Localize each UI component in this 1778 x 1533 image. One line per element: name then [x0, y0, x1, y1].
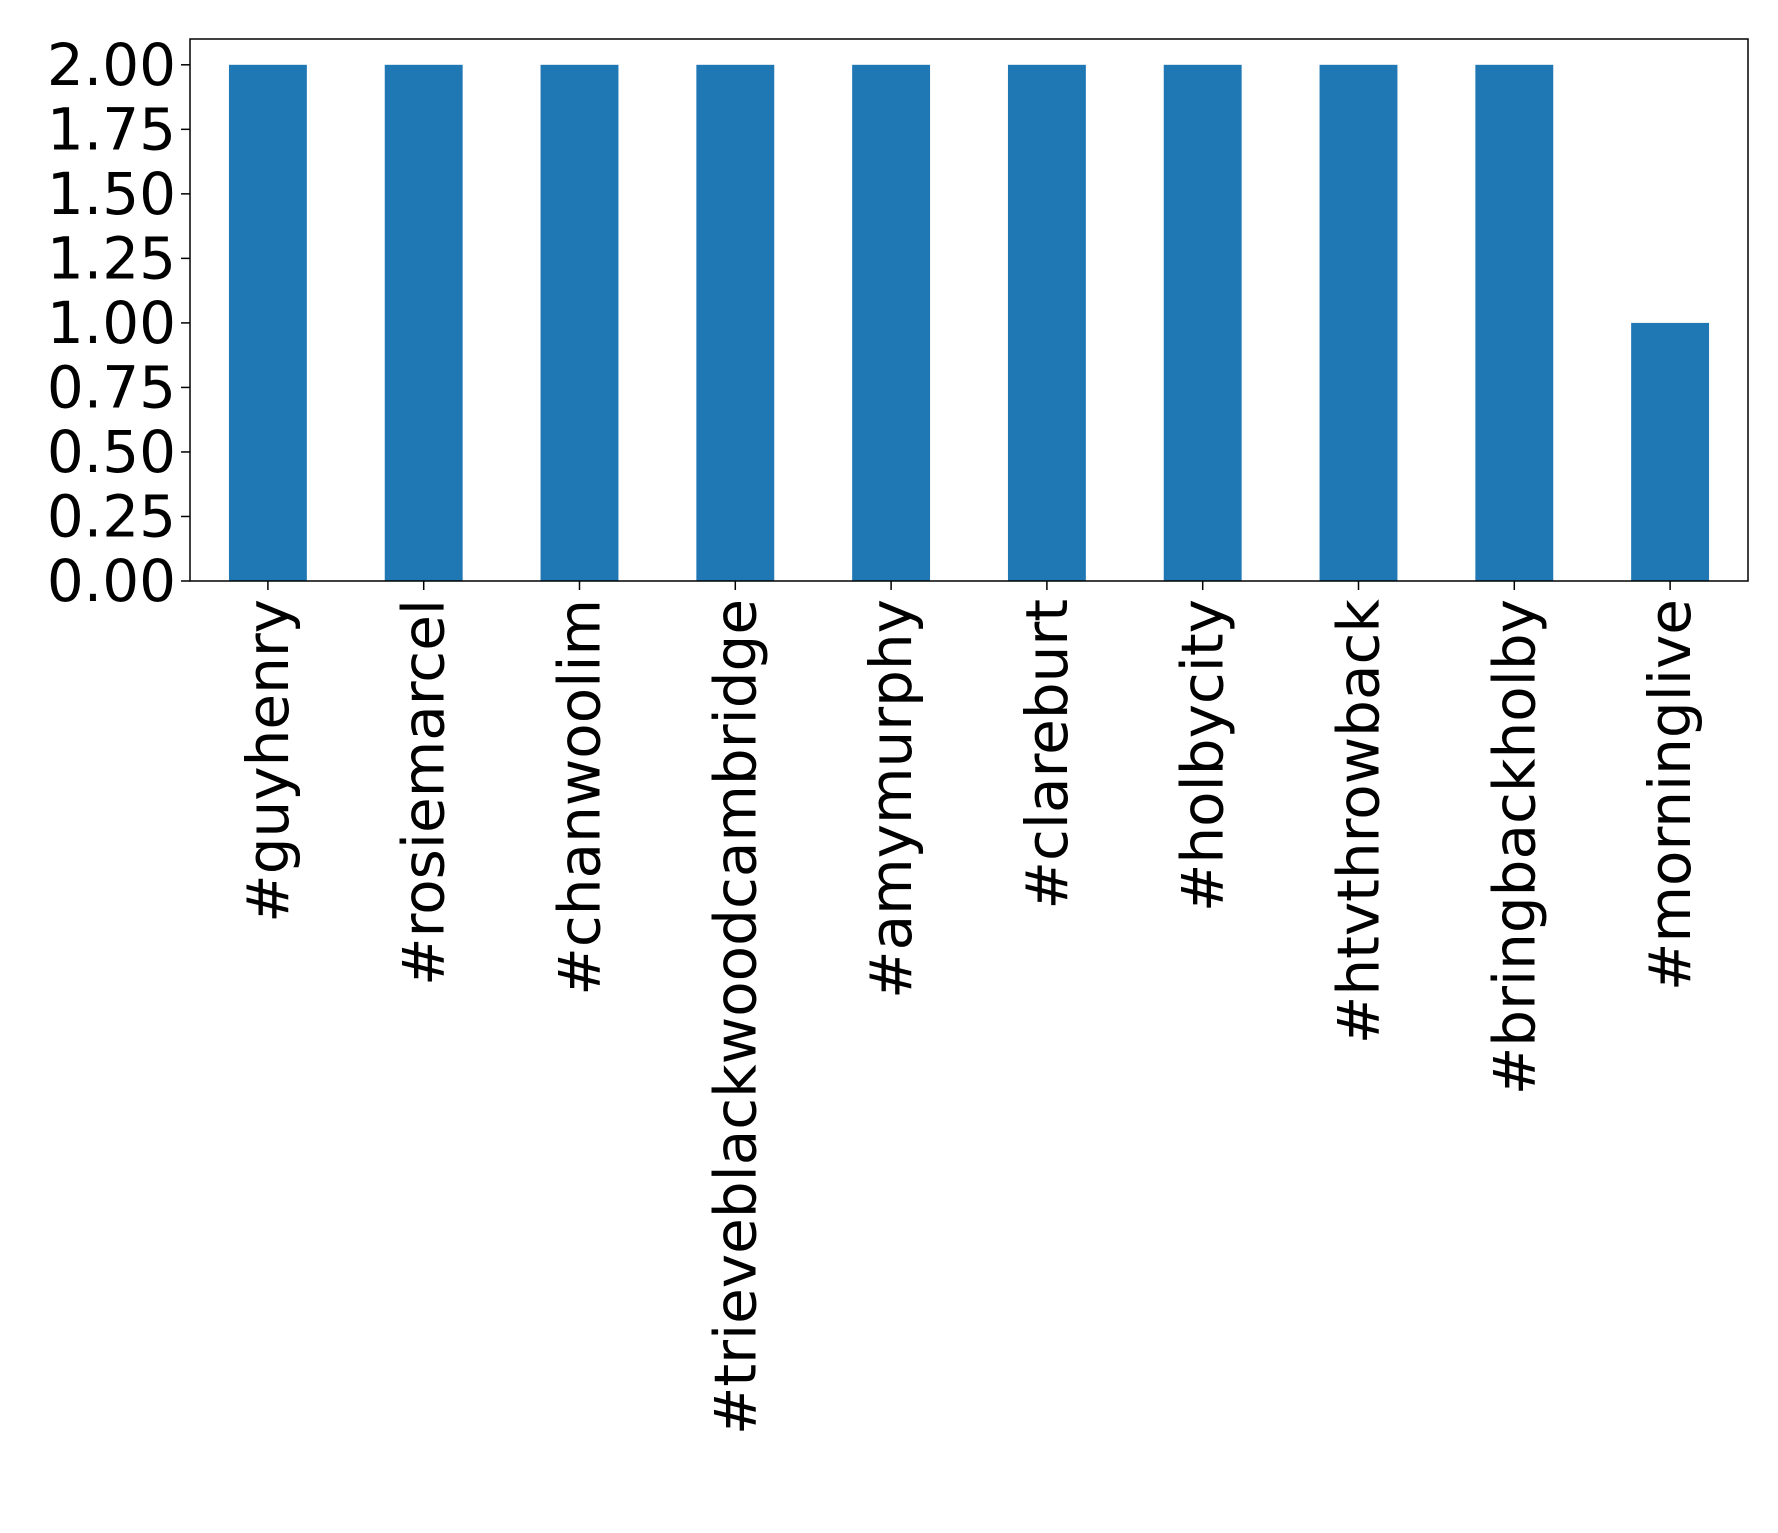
plot-frame — [189, 38, 1749, 582]
y-tick-label: 2.00 — [47, 31, 176, 99]
y-tick-label: 1.75 — [47, 95, 176, 163]
y-tick-label: 0.50 — [47, 418, 176, 486]
bar-bringbackholby — [1475, 64, 1554, 582]
y-tick-label: 0.75 — [47, 353, 176, 421]
bars-layer — [228, 64, 1710, 582]
x-tick-label: #bringbackholby — [1480, 599, 1548, 1095]
x-tick-label: #htvthrowback — [1325, 599, 1393, 1045]
bar-clareburt — [1007, 64, 1086, 582]
y-axis: 0.000.250.500.751.001.251.501.752.00 — [47, 31, 190, 615]
bar-trieveblackwoodcambridge — [696, 64, 775, 582]
bar-htvthrowback — [1319, 64, 1398, 582]
x-tick-label: #clareburt — [1013, 599, 1081, 910]
x-tick-label: #holbycity — [1169, 599, 1237, 912]
x-axis: #guyhenry #rosiemarcel #chanwoolim #trieveb… — [234, 581, 1704, 1435]
y-tick-label: 0.00 — [47, 547, 176, 615]
x-tick-label: #chanwoolim — [546, 599, 614, 996]
y-tick-label: 1.50 — [47, 160, 176, 228]
bar-amymurphy — [852, 64, 931, 582]
bar-chanwoolim — [540, 64, 619, 582]
x-tick-label: #rosiemarcel — [390, 599, 458, 986]
bar-morninglive — [1631, 322, 1710, 581]
bar-rosiemarcel — [384, 64, 463, 582]
y-tick-label: 0.25 — [47, 482, 176, 550]
bar-guyhenry — [228, 64, 307, 582]
bar-holbycity — [1163, 64, 1242, 582]
x-tick-label: #amymurphy — [857, 599, 925, 999]
x-tick-label: #trieveblackwoodcambridge — [701, 599, 769, 1435]
y-tick-label: 1.00 — [47, 289, 176, 357]
x-tick-label: #morninglive — [1636, 599, 1704, 991]
x-tick-label: #guyhenry — [234, 599, 302, 923]
y-tick-label: 1.25 — [47, 224, 176, 292]
